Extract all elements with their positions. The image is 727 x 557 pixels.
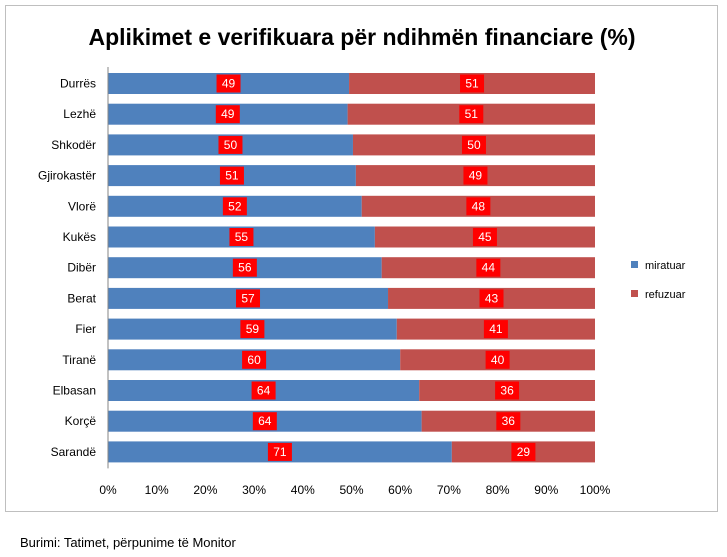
data-label-miratuar: 57 [241,291,255,305]
data-label-miratuar: 52 [228,199,242,213]
data-label-refuzuar: 36 [502,414,516,428]
data-label-box-refuzuar [511,442,536,461]
x-tick-label: 40% [291,483,315,497]
data-label-refuzuar: 43 [485,291,499,305]
category-label: Fier [75,322,96,336]
category-label: Dibër [67,261,96,275]
category-label: Berat [67,291,96,305]
data-label-refuzuar: 36 [500,384,514,398]
data-label-miratuar: 51 [225,169,239,183]
data-label-refuzuar: 45 [478,230,492,244]
data-label-box-refuzuar [472,228,497,246]
category-label: Korçë [65,414,97,428]
data-label-miratuar: 59 [246,322,260,336]
category-label: Gjirokastër [38,169,96,183]
data-label-box-refuzuar [459,105,484,124]
legend-label-refuzuar: refuzuar [645,289,686,301]
legend-swatch-miratuar [631,261,638,268]
data-label-box-refuzuar [479,289,504,308]
data-label-refuzuar: 50 [467,138,481,152]
data-label-miratuar: 55 [235,230,249,244]
data-label-miratuar: 71 [273,445,287,459]
data-label-box-miratuar [236,289,261,308]
x-tick-label: 10% [145,483,169,497]
data-label-box-miratuar [218,135,243,154]
category-label: Elbasan [53,384,96,398]
data-label-refuzuar: 51 [465,107,479,121]
category-label: Vlorë [68,199,96,213]
x-tick-label: 0% [99,483,117,497]
data-label-box-miratuar [216,74,241,93]
data-label-refuzuar: 48 [472,199,486,213]
x-tick-label: 80% [486,483,510,497]
data-label-refuzuar: 41 [489,322,503,336]
chart-frame: Aplikimet e verifikuara për ndihmën fina… [5,5,718,512]
chart: Aplikimet e verifikuara për ndihmën fina… [38,24,686,497]
data-label-miratuar: 49 [221,107,235,121]
data-label-box-miratuar [251,381,276,400]
data-label-box-miratuar [242,350,267,369]
data-label-miratuar: 50 [224,138,238,152]
x-tick-label: 100% [580,483,611,497]
data-label-refuzuar: 51 [465,77,479,91]
data-label-box-miratuar [232,258,257,277]
data-label-box-refuzuar [463,166,488,185]
legend-label-miratuar: miratuar [645,260,686,272]
category-label: Sarandë [51,445,97,459]
data-label-box-refuzuar [485,350,510,369]
legend: miratuar refuzuar [631,260,686,301]
data-label-refuzuar: 29 [517,445,531,459]
data-label-miratuar: 49 [222,77,236,91]
x-tick-label: 70% [437,483,461,497]
x-axis: 0% 10% 20% 30% 40% 50% 60% 70% 80% 90% 100% [99,67,611,497]
data-label-refuzuar: 40 [491,353,505,367]
data-label-box-miratuar [215,105,240,124]
data-label-refuzuar: 49 [469,169,483,183]
data-label-box-miratuar [219,166,244,185]
data-label-box-miratuar [240,320,265,339]
category-label: Durrës [60,77,96,91]
data-label-box-refuzuar [461,135,486,154]
data-label-box-refuzuar [460,74,485,93]
data-label-box-refuzuar [496,412,521,431]
data-label-refuzuar: 44 [482,261,496,275]
x-tick-label: 20% [193,483,217,497]
data-label-box-refuzuar [483,320,508,339]
legend-swatch-refuzuar [631,290,638,297]
data-label-box-miratuar [252,412,277,431]
x-tick-label: 50% [339,483,363,497]
data-label-miratuar: 56 [238,261,252,275]
category-label: Kukës [63,230,96,244]
x-tick-label: 90% [534,483,558,497]
data-label-box-miratuar [222,197,247,216]
data-label-miratuar: 64 [257,384,271,398]
data-label-box-refuzuar [476,258,501,277]
source-note: Burimi: Tatimet, përpunime të Monitor [20,535,236,550]
chart-title: Aplikimet e verifikuara për ndihmën fina… [88,24,635,50]
data-label-miratuar: 60 [247,353,261,367]
category-label: Shkodër [51,138,96,152]
data-label-box-refuzuar [466,197,491,216]
x-tick-label: 60% [388,483,412,497]
data-label-miratuar: 64 [258,414,272,428]
category-label: Lezhë [63,107,96,121]
data-label-box-refuzuar [495,381,520,400]
bars-layer: Durrës 49 51 Lezhë 49 51 Shkodër 50 50 Gjirokastë… [38,73,595,463]
data-label-box-miratuar [267,442,292,461]
x-tick-label: 30% [242,483,266,497]
data-label-box-miratuar [229,228,254,246]
category-label: Tiranë [62,353,96,367]
